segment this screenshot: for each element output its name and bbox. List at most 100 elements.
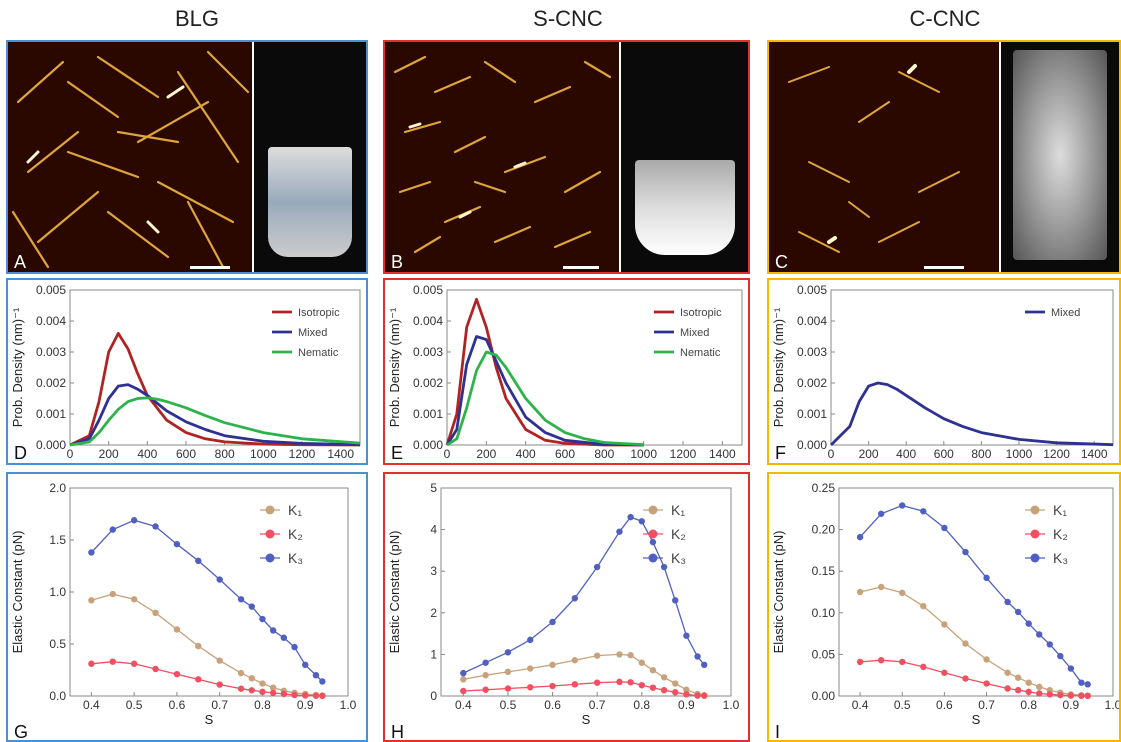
data-point bbox=[504, 685, 512, 692]
series-line-0 bbox=[830, 381, 1114, 447]
legend-marker bbox=[648, 505, 658, 515]
y-tick-label: 1.0 bbox=[49, 585, 66, 599]
y-tick-label: 4 bbox=[430, 523, 437, 537]
scale-bar bbox=[190, 266, 230, 269]
series-line-1 bbox=[445, 335, 644, 447]
data-point bbox=[527, 665, 534, 672]
x-tick-label: 1400 bbox=[327, 447, 354, 461]
legend-label: Mixed bbox=[1051, 307, 1080, 319]
y-tick-label: 0.00 bbox=[812, 689, 836, 703]
data-point bbox=[920, 508, 927, 515]
data-point bbox=[877, 657, 885, 664]
x-tick-label: 0.6 bbox=[169, 698, 186, 712]
y-tick-label: 0.004 bbox=[413, 314, 443, 328]
panel-letter: C bbox=[775, 252, 788, 272]
y-tick-label: 0.005 bbox=[36, 283, 66, 297]
x-tick-label: 600 bbox=[555, 447, 575, 461]
data-point bbox=[1057, 652, 1064, 660]
data-point bbox=[173, 626, 181, 633]
data-point bbox=[130, 596, 138, 603]
data-point bbox=[1084, 692, 1091, 700]
data-point bbox=[195, 642, 202, 650]
x-tick-label: 400 bbox=[516, 447, 536, 461]
data-point bbox=[549, 682, 556, 690]
data-point bbox=[616, 651, 623, 658]
x-tick-label: 1200 bbox=[670, 447, 697, 461]
data-point bbox=[1025, 620, 1032, 627]
y-tick-label: 0.05 bbox=[812, 647, 836, 661]
chart-d-length-distribution: 0 200 400 600 800 1000 1200 1400 0.000 0.001 0.002… bbox=[10, 283, 361, 463]
legend-marker bbox=[648, 529, 658, 539]
x-tick-label: 1400 bbox=[709, 447, 736, 461]
data-point bbox=[1014, 608, 1022, 616]
data-point bbox=[1025, 688, 1032, 696]
x-tick-label: 0.8 bbox=[1020, 698, 1037, 712]
y-tick-label: 0 bbox=[430, 689, 437, 703]
y-tick-label: 3 bbox=[430, 564, 437, 578]
x-tick-label: 0.4 bbox=[852, 698, 869, 712]
x-tick-label: 1.0 bbox=[1105, 698, 1119, 712]
legend-marker bbox=[1030, 505, 1040, 515]
vial-photo-c-cnc bbox=[1001, 42, 1119, 272]
data-point bbox=[920, 602, 927, 610]
column-title-blg: BLG bbox=[174, 6, 220, 31]
data-point bbox=[312, 672, 320, 679]
data-point bbox=[1004, 685, 1011, 692]
chart-h-elastic-constants: 0.4 0.5 0.6 0.7 0.8 0.9 1.0 0 1 2 3 4 5 S Elastic Cons… bbox=[387, 481, 740, 727]
y-axis-label: Prob. Density (nm)⁻¹ bbox=[10, 307, 25, 427]
vial-photo-blg bbox=[254, 42, 366, 272]
x-axis-label: L (nm) bbox=[953, 461, 990, 463]
data-point bbox=[983, 574, 990, 582]
x-tick-label: 0.9 bbox=[678, 698, 695, 712]
series-line-2 bbox=[446, 350, 644, 447]
legend-label: K₁ bbox=[1053, 502, 1067, 518]
legend-label: K₁ bbox=[671, 502, 685, 518]
panel-letter: F bbox=[775, 443, 786, 463]
data-point bbox=[856, 658, 864, 666]
x-axis-label: S bbox=[972, 712, 981, 727]
data-point bbox=[683, 691, 690, 698]
data-point bbox=[856, 588, 864, 596]
data-point bbox=[173, 540, 181, 548]
data-point bbox=[237, 596, 245, 603]
scale-bar bbox=[563, 266, 599, 269]
data-point bbox=[672, 689, 679, 696]
data-point bbox=[291, 643, 298, 651]
panel-letter: E bbox=[391, 443, 404, 463]
x-tick-label: 0 bbox=[444, 447, 451, 461]
series-line-0 bbox=[445, 297, 644, 447]
data-point bbox=[899, 502, 906, 509]
data-point bbox=[504, 649, 512, 656]
plot-frame bbox=[838, 487, 1114, 697]
y-tick-label: 0.000 bbox=[36, 438, 66, 452]
legend-label: K₂ bbox=[671, 526, 686, 542]
y-tick-label: 0.000 bbox=[413, 438, 443, 452]
x-tick-label: 1.0 bbox=[723, 698, 740, 712]
data-point bbox=[660, 686, 668, 694]
data-point bbox=[237, 685, 245, 692]
data-point bbox=[269, 684, 277, 691]
x-tick-label: 0 bbox=[67, 447, 74, 461]
y-tick-label: 0.15 bbox=[812, 564, 836, 578]
afm-image-s-cnc bbox=[385, 42, 619, 272]
data-point bbox=[694, 653, 701, 660]
data-point bbox=[549, 661, 556, 668]
legend-marker bbox=[1030, 529, 1040, 539]
x-axis-label: S bbox=[205, 712, 214, 727]
data-point bbox=[683, 686, 690, 693]
x-tick-label: 0.4 bbox=[455, 698, 472, 712]
y-tick-label: 2.0 bbox=[49, 481, 66, 495]
chart-e-length-distribution: 0 200 400 600 800 1000 1200 1400 0.000 0.001 0.002… bbox=[387, 283, 743, 463]
x-tick-label: 0 bbox=[828, 447, 835, 461]
legend-marker bbox=[265, 505, 275, 515]
data-point bbox=[593, 563, 601, 571]
data-point bbox=[694, 692, 701, 699]
data-point bbox=[672, 680, 679, 687]
data-point bbox=[280, 634, 288, 641]
series-line-1 bbox=[463, 681, 705, 697]
legend-label: Isotropic bbox=[680, 307, 722, 319]
y-tick-label: 0.000 bbox=[797, 438, 827, 452]
data-point bbox=[627, 652, 634, 659]
data-point bbox=[152, 523, 159, 530]
x-tick-label: 0.5 bbox=[126, 698, 143, 712]
